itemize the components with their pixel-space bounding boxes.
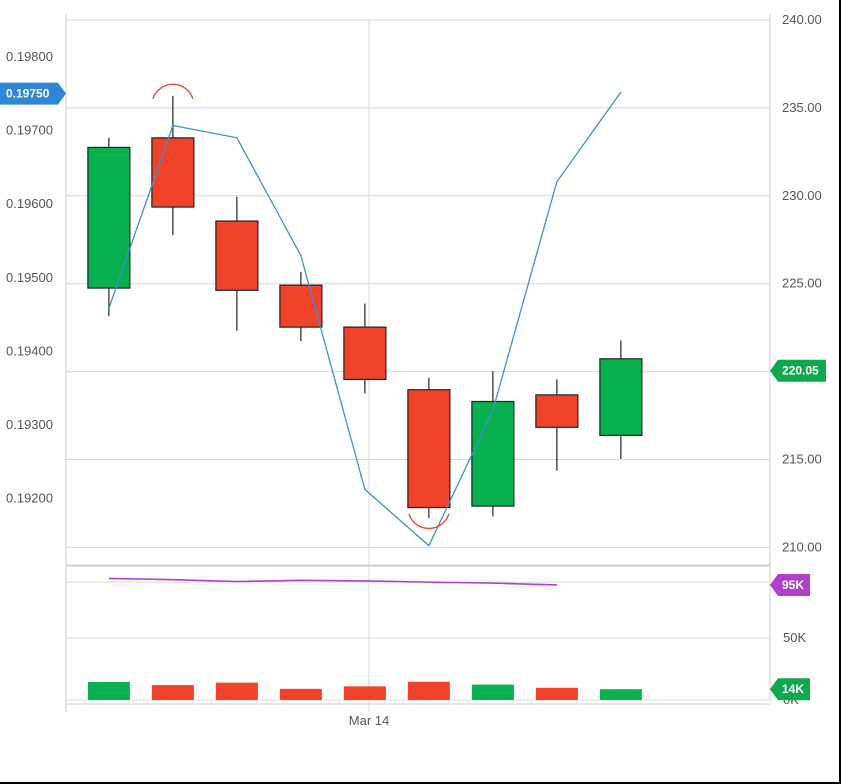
volume-tick-label: 50K (783, 630, 806, 645)
volume-bar (599, 689, 642, 700)
right-price-badge (770, 359, 826, 382)
volume-last-badge-text: 14K (782, 682, 804, 696)
right-tick-label: 230.00 (782, 188, 822, 203)
volume-last-badge (770, 678, 810, 701)
candle-body (343, 326, 387, 381)
volume-ma-badge (770, 573, 810, 596)
volume-moving-average (108, 577, 557, 586)
candle-body (471, 400, 515, 507)
extremum-markers (152, 83, 450, 530)
left-tick-label: 0.19200 (6, 491, 53, 506)
left-tick-label: 0.19800 (6, 49, 53, 64)
trough-marker (408, 513, 450, 530)
price-badges: 0.19750 220.05 95K 14K (0, 82, 826, 701)
volume-bar (407, 681, 450, 700)
chart-axes (65, 14, 771, 712)
volume-bars[interactable] (87, 577, 642, 700)
candle-body (87, 146, 131, 289)
left-price-badge-text: 0.19750 (6, 87, 50, 101)
left-tick-label: 0.19300 (6, 417, 53, 432)
left-tick-label: 0.19700 (6, 122, 53, 137)
right-tick-label: 235.00 (782, 100, 822, 115)
right-tick-label: 210.00 (782, 539, 822, 554)
candle-body (279, 284, 323, 328)
volume-ma-badge-text: 95K (782, 578, 804, 592)
candle-body (599, 358, 643, 436)
left-price-badge (0, 82, 66, 105)
right-tick-label: 215.00 (782, 452, 822, 467)
axis-labels: 0.19200 0.19300 0.19400 0.19500 0.19600 0.197… (6, 12, 822, 728)
right-price-badge-text: 220.05 (782, 364, 819, 378)
volume-bar (535, 687, 578, 700)
volume-bar (87, 682, 130, 700)
peak-marker (152, 83, 194, 100)
left-tick-label: 0.19400 (6, 343, 53, 358)
price-grid (66, 19, 770, 712)
candle-body (407, 389, 451, 509)
volume-bar (343, 686, 386, 700)
overlay-line (108, 91, 622, 547)
left-tick-label: 0.19600 (6, 196, 53, 211)
volume-bar (471, 684, 514, 700)
left-tick-label: 0.19500 (6, 270, 53, 285)
volume-bar (151, 685, 194, 700)
right-tick-label: 225.00 (782, 276, 822, 291)
candle-body (215, 220, 259, 291)
right-tick-label: 240.00 (782, 12, 822, 27)
volume-bar (215, 682, 258, 700)
overlay-series-line (108, 91, 622, 547)
candle-body (151, 137, 195, 208)
candles[interactable] (87, 95, 643, 518)
volume-bar (279, 688, 322, 700)
candle-body (535, 394, 579, 428)
x-tick-label: Mar 14 (349, 713, 389, 728)
